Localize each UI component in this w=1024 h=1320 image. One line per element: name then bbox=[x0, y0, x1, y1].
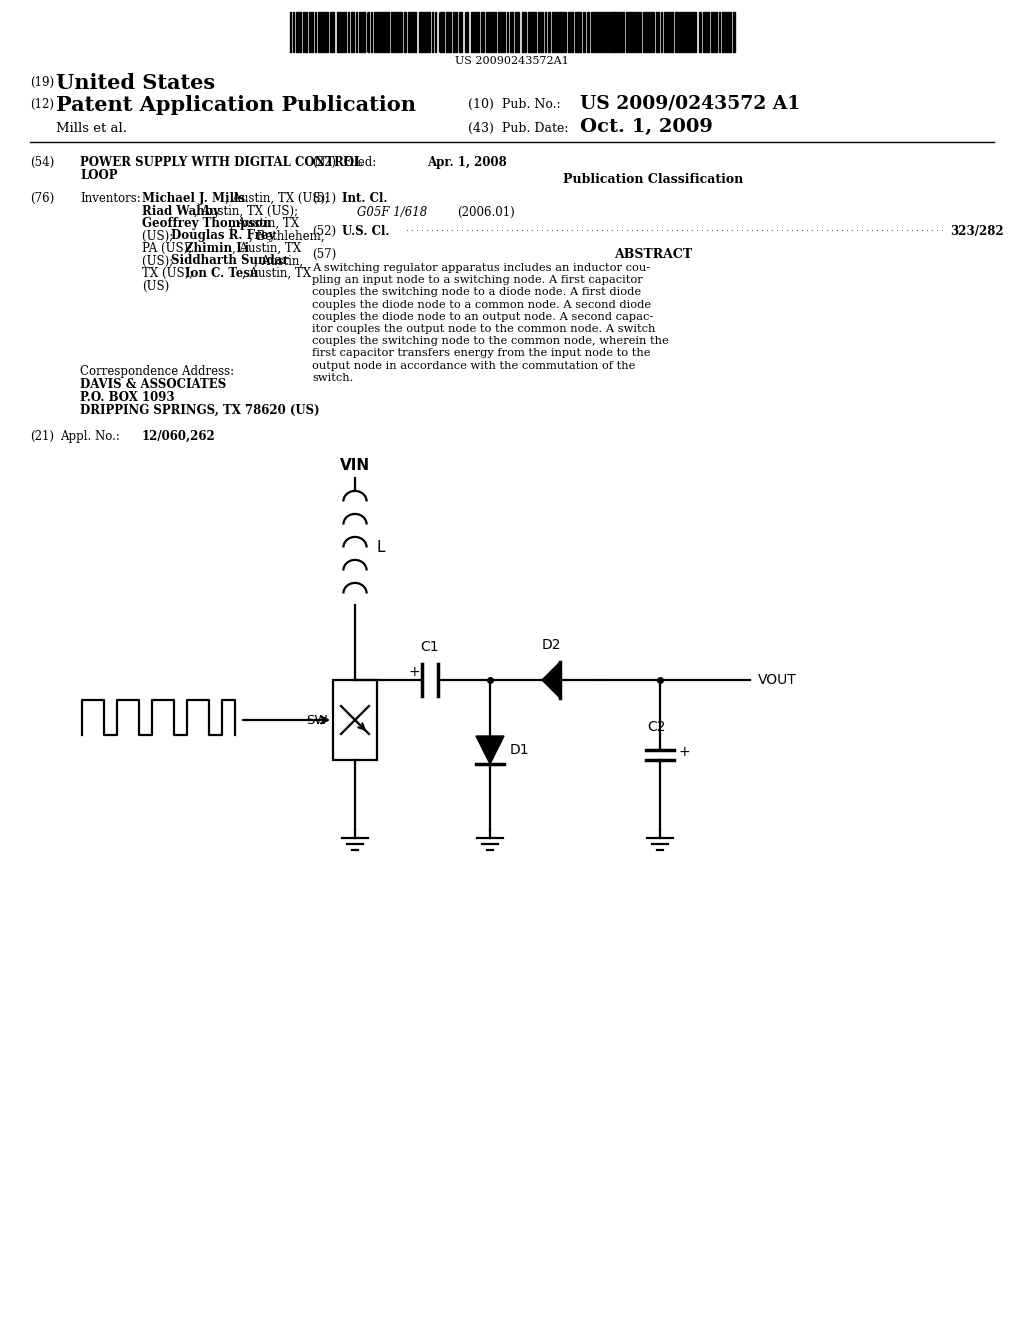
Text: Mills et al.: Mills et al. bbox=[56, 121, 127, 135]
Text: (22): (22) bbox=[312, 156, 336, 169]
Text: itor couples the output node to the common node. A switch: itor couples the output node to the comm… bbox=[312, 323, 655, 334]
Text: DAVIS & ASSOCIATES: DAVIS & ASSOCIATES bbox=[80, 378, 226, 391]
Text: couples the diode node to a common node. A second diode: couples the diode node to a common node.… bbox=[312, 300, 651, 310]
Text: C2: C2 bbox=[647, 719, 666, 734]
Text: POWER SUPPLY WITH DIGITAL CONTROL: POWER SUPPLY WITH DIGITAL CONTROL bbox=[80, 156, 362, 169]
Text: ABSTRACT: ABSTRACT bbox=[614, 248, 692, 261]
Text: , Austin, TX (US);: , Austin, TX (US); bbox=[194, 205, 298, 218]
Text: L: L bbox=[377, 540, 385, 554]
Text: Filed:: Filed: bbox=[342, 156, 376, 169]
Text: United States: United States bbox=[56, 73, 215, 92]
Text: VOUT: VOUT bbox=[758, 673, 797, 686]
Text: Patent Application Publication: Patent Application Publication bbox=[56, 95, 416, 115]
Text: Int. Cl.: Int. Cl. bbox=[342, 191, 387, 205]
Text: Michael J. Mills: Michael J. Mills bbox=[142, 191, 245, 205]
Text: SW: SW bbox=[306, 714, 328, 726]
Text: (12): (12) bbox=[30, 98, 54, 111]
Text: (43)  Pub. Date:: (43) Pub. Date: bbox=[468, 121, 568, 135]
Text: couples the switching node to the common node, wherein the: couples the switching node to the common… bbox=[312, 337, 669, 346]
Text: Douglas R. Frey: Douglas R. Frey bbox=[171, 230, 275, 243]
Text: (52): (52) bbox=[312, 224, 336, 238]
Text: (57): (57) bbox=[312, 248, 336, 261]
Text: , Austin, TX: , Austin, TX bbox=[230, 216, 300, 230]
Text: (US);: (US); bbox=[142, 230, 177, 243]
Text: output node in accordance with the commutation of the: output node in accordance with the commu… bbox=[312, 360, 635, 371]
Text: , Austin,: , Austin, bbox=[254, 255, 303, 268]
Text: Siddharth Sundar: Siddharth Sundar bbox=[171, 255, 289, 268]
Text: pling an input node to a switching node. A first capacitor: pling an input node to a switching node.… bbox=[312, 275, 643, 285]
Text: VIN: VIN bbox=[340, 458, 370, 473]
Text: couples the diode node to an output node. A second capac-: couples the diode node to an output node… bbox=[312, 312, 653, 322]
Text: D1: D1 bbox=[510, 743, 529, 756]
Text: A switching regulator apparatus includes an inductor cou-: A switching regulator apparatus includes… bbox=[312, 263, 650, 273]
Text: (51): (51) bbox=[312, 191, 336, 205]
Text: Apr. 1, 2008: Apr. 1, 2008 bbox=[427, 156, 507, 169]
Text: PA (US);: PA (US); bbox=[142, 242, 196, 255]
Text: US 2009/0243572 A1: US 2009/0243572 A1 bbox=[580, 95, 801, 114]
Text: Zhimin Li: Zhimin Li bbox=[185, 242, 249, 255]
Text: LOOP: LOOP bbox=[80, 169, 118, 182]
Text: switch.: switch. bbox=[312, 372, 353, 383]
Text: couples the switching node to a diode node. A first diode: couples the switching node to a diode no… bbox=[312, 288, 641, 297]
Text: (10)  Pub. No.:: (10) Pub. No.: bbox=[468, 98, 560, 111]
Text: Oct. 1, 2009: Oct. 1, 2009 bbox=[580, 117, 713, 136]
Text: Riad Wahby: Riad Wahby bbox=[142, 205, 220, 218]
Text: TX (US);: TX (US); bbox=[142, 267, 197, 280]
Text: D2: D2 bbox=[542, 638, 561, 652]
Text: , Austin, TX (US);: , Austin, TX (US); bbox=[225, 191, 330, 205]
Text: +: + bbox=[409, 665, 420, 678]
Text: (US): (US) bbox=[142, 280, 169, 293]
Text: G05F 1/618: G05F 1/618 bbox=[357, 206, 427, 219]
Text: (US);: (US); bbox=[142, 255, 177, 268]
Text: Ion C. Tesu: Ion C. Tesu bbox=[185, 267, 259, 280]
Text: (19): (19) bbox=[30, 77, 54, 88]
Text: Geoffrey Thompson: Geoffrey Thompson bbox=[142, 216, 271, 230]
Text: , Austin, TX: , Austin, TX bbox=[243, 267, 311, 280]
Text: (76): (76) bbox=[30, 191, 54, 205]
Polygon shape bbox=[476, 737, 504, 764]
Text: (21): (21) bbox=[30, 430, 54, 444]
Text: US 20090243572A1: US 20090243572A1 bbox=[455, 55, 569, 66]
Text: Inventors:: Inventors: bbox=[80, 191, 140, 205]
Text: 323/282: 323/282 bbox=[950, 224, 1004, 238]
Text: +: + bbox=[678, 744, 689, 759]
Text: Publication Classification: Publication Classification bbox=[563, 173, 743, 186]
Text: first capacitor transfers energy from the input node to the: first capacitor transfers energy from th… bbox=[312, 348, 650, 359]
Text: DRIPPING SPRINGS, TX 78620 (US): DRIPPING SPRINGS, TX 78620 (US) bbox=[80, 404, 319, 417]
Bar bbox=[333, 680, 377, 760]
Text: (54): (54) bbox=[30, 156, 54, 169]
Text: (2006.01): (2006.01) bbox=[457, 206, 515, 219]
Text: C1: C1 bbox=[421, 640, 439, 653]
Text: , Austin, TX: , Austin, TX bbox=[232, 242, 301, 255]
Text: , Bethlehem,: , Bethlehem, bbox=[249, 230, 325, 243]
Text: 12/060,262: 12/060,262 bbox=[142, 430, 216, 444]
Text: P.O. BOX 1093: P.O. BOX 1093 bbox=[80, 391, 175, 404]
Polygon shape bbox=[542, 663, 560, 698]
Text: U.S. Cl.: U.S. Cl. bbox=[342, 224, 389, 238]
Text: Correspondence Address:: Correspondence Address: bbox=[80, 366, 234, 378]
Text: Appl. No.:: Appl. No.: bbox=[60, 430, 120, 444]
